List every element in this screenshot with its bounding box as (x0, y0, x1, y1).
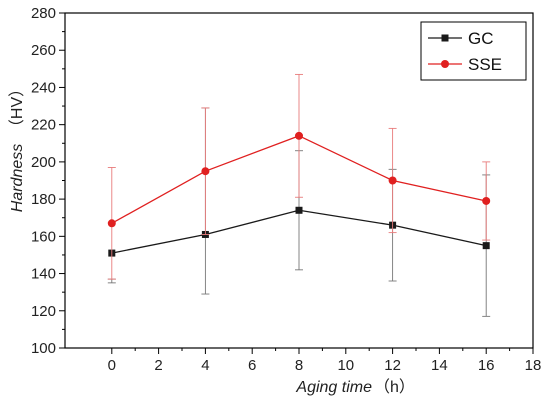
legend-label-gc: GC (468, 29, 494, 48)
x-tick-label: 0 (108, 357, 116, 374)
x-tick-label: 8 (295, 357, 303, 374)
y-tick-label: 100 (31, 340, 56, 357)
x-axis-unit: （h） (374, 378, 415, 396)
sse-point (482, 196, 491, 205)
sse-point (201, 167, 210, 176)
y-tick-label: 260 (31, 42, 56, 59)
x-tick-label: 6 (248, 357, 256, 374)
y-tick-label: 140 (31, 266, 56, 283)
legend-marker-gc (441, 34, 449, 42)
x-tick-label: 18 (525, 357, 542, 374)
sse-point (295, 131, 303, 140)
legend: GC SSE (420, 21, 527, 81)
legend-label-sse: SSE (468, 55, 502, 74)
legend-box (420, 21, 527, 81)
sse-point (107, 219, 116, 228)
legend-marker-sse (441, 60, 449, 68)
x-tick-label: 16 (478, 357, 495, 374)
y-axis-unit: （HV） (8, 81, 26, 135)
x-tick-label: 4 (201, 357, 209, 374)
x-tick-label: 10 (337, 357, 354, 374)
x-tick-label: 2 (154, 357, 162, 374)
y-tick-label: 220 (31, 117, 56, 134)
sse-point (388, 176, 397, 185)
y-tick-label: 160 (31, 228, 56, 245)
y-tick-label: 200 (31, 154, 56, 171)
y-tick-label: 180 (31, 191, 56, 208)
x-axis-label: Aging time (295, 379, 372, 396)
x-tick-label: 12 (384, 357, 401, 374)
y-tick-label: 240 (31, 79, 56, 96)
gc-point (295, 206, 303, 214)
y-tick-label: 120 (31, 303, 56, 320)
y-axis-label: Hardness (9, 144, 26, 212)
y-tick-label: 280 (31, 5, 56, 22)
x-tick-label: 14 (431, 357, 448, 374)
gc-point (482, 242, 490, 250)
